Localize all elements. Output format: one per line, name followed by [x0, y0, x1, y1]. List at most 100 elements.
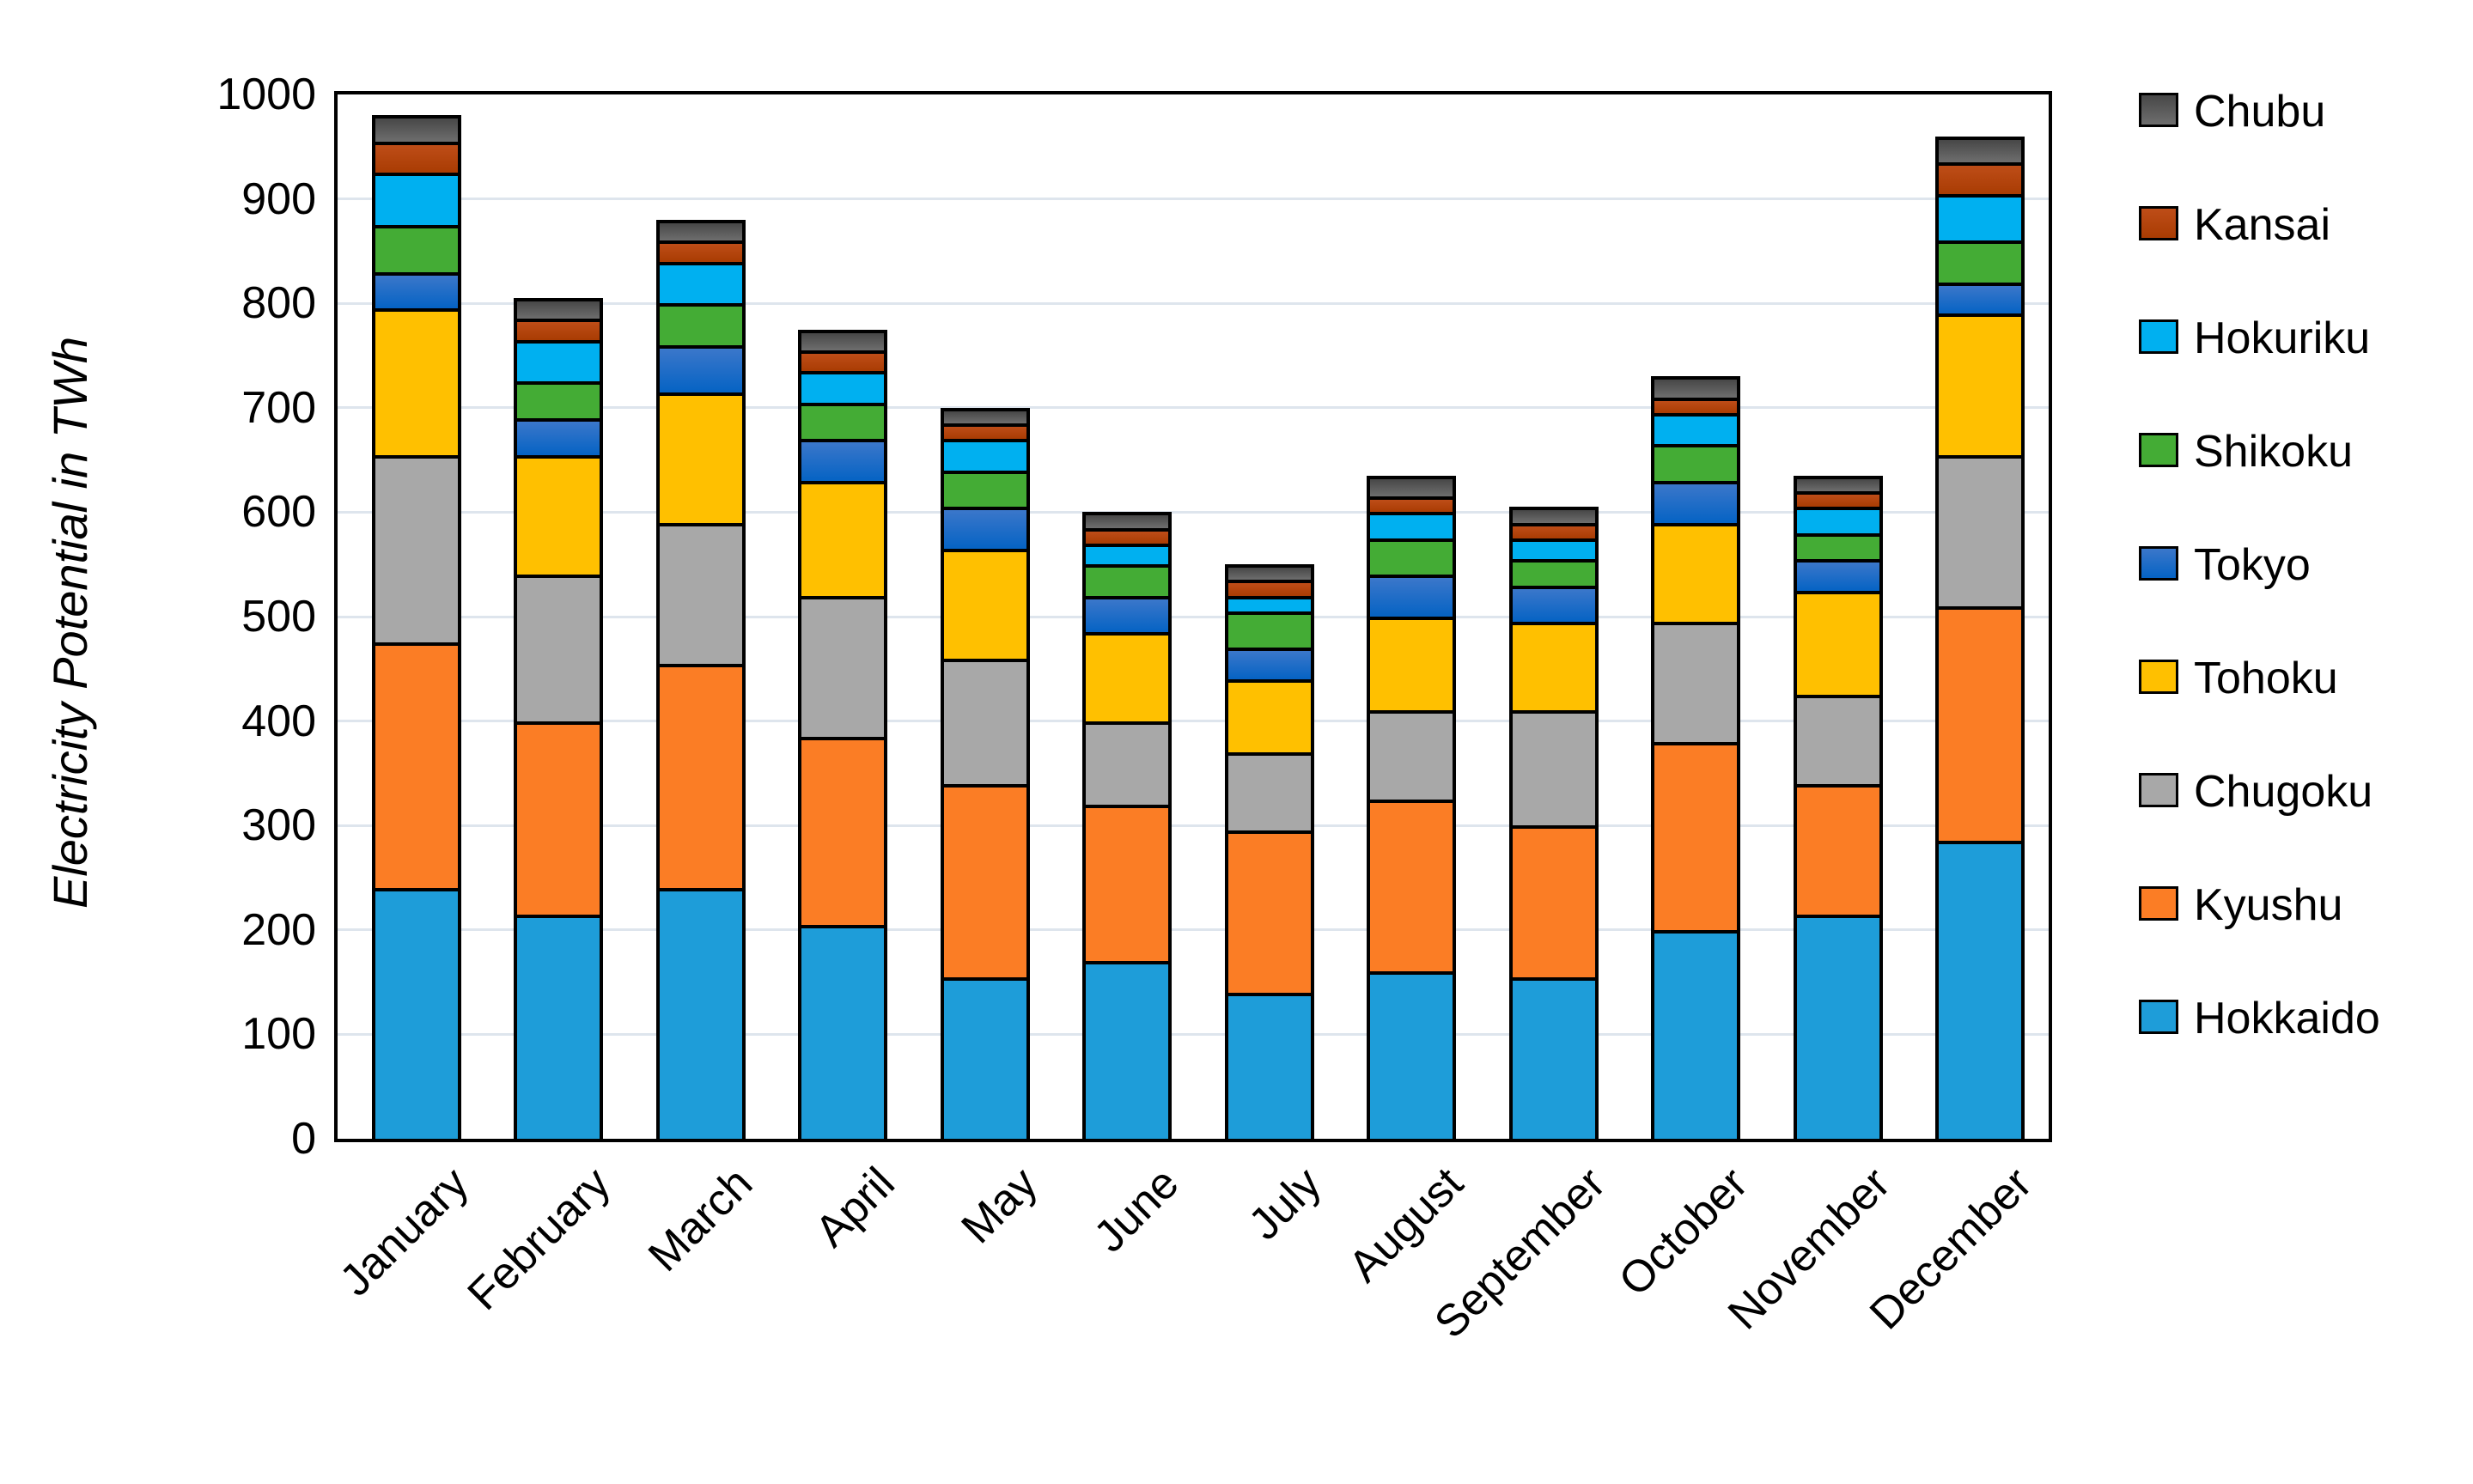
y-tick-label-200: 200 [241, 904, 316, 955]
bar-segment-hokuriku-september [1508, 538, 1599, 560]
bar-segment-hokkaido-january [372, 888, 461, 1139]
bar-segment-tokyo-june [1082, 595, 1173, 633]
bar-segment-chubu-february [514, 298, 604, 319]
gridline [338, 510, 2049, 514]
bar-segment-tokyo-august [1367, 575, 1457, 617]
bar-segment-chugoku-december [1934, 454, 2025, 606]
bar-segment-hokuriku-march [655, 261, 746, 304]
bar-segment-hokkaido-october [1651, 929, 1741, 1139]
bar-segment-kansai-february [514, 319, 604, 340]
bar-segment-chugoku-june [1082, 721, 1173, 805]
bar-segment-tohoku-november [1793, 590, 1883, 696]
bar-segment-tohoku-october [1651, 522, 1741, 623]
bar-segment-hokkaido-june [1082, 961, 1173, 1139]
bar-segment-tohoku-july [1224, 678, 1314, 753]
bar-segment-kyushu-november [1793, 783, 1883, 915]
y-tick-label-700: 700 [241, 382, 316, 433]
bar-segment-tohoku-march [655, 392, 746, 523]
plot-area [334, 91, 2052, 1142]
legend-label-chubu: Chubu [2194, 87, 2326, 137]
gridline [338, 720, 2049, 723]
y-tick-label-500: 500 [241, 592, 316, 642]
bar-segment-tohoku-april [798, 480, 888, 596]
bar-segment-kansai-july [1224, 580, 1314, 596]
bar-segment-shikoku-july [1224, 611, 1314, 648]
y-tick-label-0: 0 [291, 1114, 316, 1164]
bar-segment-kansai-march [655, 240, 746, 262]
bar-segment-kansai-september [1508, 522, 1599, 538]
bar-segment-shikoku-march [655, 303, 746, 345]
bar-segment-chugoku-january [372, 454, 461, 643]
x-label-october: October [1609, 1158, 1757, 1306]
bar-segment-shikoku-june [1082, 564, 1173, 596]
gridline [338, 824, 2049, 827]
legend-label-kansai: Kansai [2194, 200, 2330, 250]
bar-segment-hokkaido-august [1367, 971, 1457, 1139]
y-tick-label-800: 800 [241, 278, 316, 329]
bar-segment-hokuriku-january [372, 173, 461, 225]
bar-segment-kyushu-august [1367, 799, 1457, 972]
bar-segment-hokkaido-december [1934, 841, 2025, 1139]
bar-segment-kyushu-march [655, 663, 746, 889]
bar-segment-shikoku-november [1793, 532, 1883, 560]
bar-segment-tohoku-february [514, 454, 604, 575]
x-label-may: May [952, 1158, 1047, 1254]
bar-segment-kansai-november [1793, 491, 1883, 508]
y-tick-label-900: 900 [241, 173, 316, 224]
bar-segment-kyushu-september [1508, 825, 1599, 977]
bar-segment-tokyo-january [372, 271, 461, 309]
bar-segment-tokyo-october [1651, 480, 1741, 523]
bar-segment-tohoku-may [940, 548, 1030, 659]
bar-segment-chugoku-october [1651, 622, 1741, 742]
bar-segment-kansai-august [1367, 496, 1457, 513]
bar-segment-chubu-june [1082, 512, 1173, 528]
bar-segment-chugoku-february [514, 575, 604, 721]
y-tick-label-300: 300 [241, 800, 316, 851]
bar-segment-chubu-september [1508, 507, 1599, 523]
y-tick-label-400: 400 [241, 696, 316, 746]
bar-segment-tokyo-february [514, 417, 604, 455]
gridline [338, 406, 2049, 410]
bar-segment-tokyo-july [1224, 648, 1314, 679]
x-label-january: January [330, 1158, 478, 1306]
bar-segment-chubu-march [655, 219, 746, 241]
bar-segment-hokuriku-april [798, 371, 888, 403]
bar-segment-kansai-october [1651, 397, 1741, 413]
bar-segment-shikoku-october [1651, 444, 1741, 481]
bar-segment-hokuriku-february [514, 339, 604, 382]
x-label-august: August [1339, 1158, 1473, 1292]
bar-segment-kyushu-october [1651, 741, 1741, 930]
bar-segment-tokyo-may [940, 507, 1030, 549]
legend-swatch-chubu [2139, 93, 2178, 127]
bar-segment-kansai-april [798, 350, 888, 372]
bar-segment-tohoku-december [1934, 313, 2025, 455]
bar-segment-hokuriku-october [1651, 412, 1741, 445]
bar-segment-chubu-july [1224, 564, 1314, 581]
x-label-june: June [1085, 1158, 1189, 1262]
legend-label-tokyo: Tokyo [2194, 540, 2311, 590]
bar-segment-chugoku-july [1224, 752, 1314, 831]
bar-segment-tohoku-june [1082, 632, 1173, 721]
x-label-april: April [806, 1158, 905, 1257]
x-label-february: February [459, 1158, 621, 1320]
bar-segment-tohoku-september [1508, 622, 1599, 711]
legend-label-chugoku: Chugoku [2194, 767, 2373, 817]
bar-segment-shikoku-september [1508, 559, 1599, 586]
y-tick-label-600: 600 [241, 487, 316, 538]
bar-segment-kansai-may [940, 423, 1030, 440]
bar-segment-shikoku-april [798, 402, 888, 440]
bar-segment-hokkaido-march [655, 888, 746, 1139]
legend-label-hokkaido: Hokkaido [2194, 994, 2380, 1043]
bar-segment-hokkaido-april [798, 924, 888, 1139]
bar-segment-tokyo-april [798, 439, 888, 481]
y-tick-label-1000: 1000 [216, 70, 316, 119]
bar-segment-kyushu-january [372, 642, 461, 889]
gridline [338, 198, 2049, 201]
bar-segment-hokkaido-may [940, 976, 1030, 1139]
legend-swatch-tokyo [2139, 546, 2178, 581]
bar-segment-tohoku-january [372, 308, 461, 455]
legend-swatch-shikoku [2139, 433, 2178, 467]
bar-segment-shikoku-december [1934, 240, 2025, 283]
legend-label-tohoku: Tohoku [2194, 654, 2338, 703]
